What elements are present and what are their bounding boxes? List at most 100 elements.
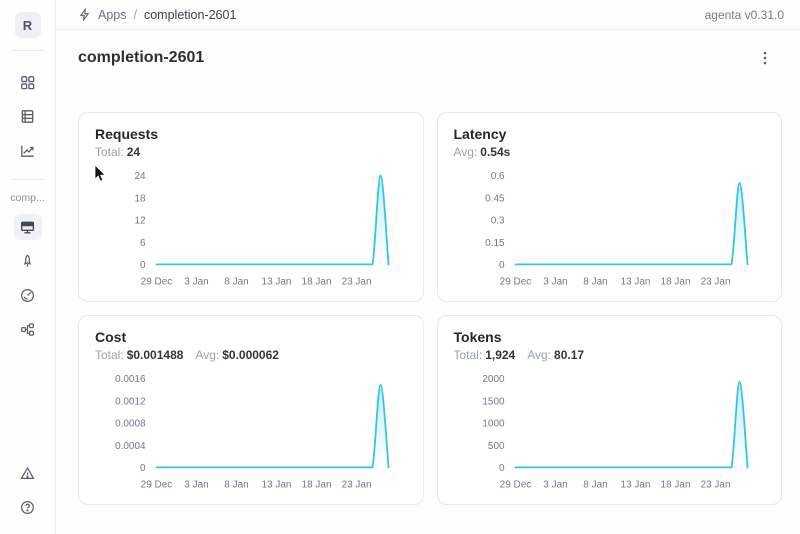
svg-text:0.6: 0.6 xyxy=(490,171,504,182)
page-title: completion-2601 xyxy=(78,49,205,66)
svg-text:8 Jan: 8 Jan xyxy=(583,479,607,490)
svg-text:29 Dec: 29 Dec xyxy=(141,479,173,490)
top-header: Apps / completion-2601 agenta v0.31.0 xyxy=(56,0,800,30)
svg-text:1000: 1000 xyxy=(482,419,505,430)
sidebar-divider xyxy=(11,179,44,180)
svg-text:0: 0 xyxy=(499,463,505,474)
card-stats: Total: 24 xyxy=(95,145,407,159)
stat: Total: 24 xyxy=(95,145,141,159)
sidebar-item-observability[interactable] xyxy=(14,137,42,163)
breadcrumb-current: completion-2601 xyxy=(143,7,237,22)
sidebar-divider xyxy=(11,50,44,51)
requests-chart: 0 6 12 18 24 29 Dec 3 Jan 8 Jan 13 Jan 18 Jan 23 J… xyxy=(134,171,390,287)
bolt-icon xyxy=(78,8,91,21)
svg-text:2000: 2000 xyxy=(482,374,505,385)
svg-text:3 Jan: 3 Jan xyxy=(184,479,208,490)
cost-chart: 0 0.0004 0.0008 0.0012 0.0016 29 Dec 3 Jan 8 Ja… xyxy=(115,374,390,490)
svg-text:1500: 1500 xyxy=(482,396,505,407)
svg-text:23 Jan: 23 Jan xyxy=(700,276,730,287)
tokens-card: Tokens Total: 1,924 Avg: 80.17 0 500 1000 1500… xyxy=(436,315,782,505)
stat: Avg: 0.54s xyxy=(453,145,511,159)
svg-text:23 Jan: 23 Jan xyxy=(700,479,730,490)
table-icon xyxy=(19,108,36,125)
svg-text:0: 0 xyxy=(499,260,505,271)
requests-card: Requests Total: 24 0 6 12 18 24 29 Dec 3 Jan 8 J… xyxy=(78,112,424,302)
card-title: Requests xyxy=(95,126,159,142)
svg-text:8 Jan: 8 Jan xyxy=(224,479,248,490)
workspace-avatar[interactable]: R xyxy=(14,12,41,38)
tokens-chart: 0 500 1000 1500 2000 29 Dec 3 Jan 8 Jan 13 Jan 18… xyxy=(482,374,748,490)
svg-text:3 Jan: 3 Jan xyxy=(543,276,567,287)
sidebar: R comp... xyxy=(0,0,56,534)
overflow-menu-button[interactable] xyxy=(754,47,776,69)
svg-text:18 Jan: 18 Jan xyxy=(302,479,332,490)
sidebar-item-traces[interactable] xyxy=(14,316,42,342)
svg-text:0.0012: 0.0012 xyxy=(115,396,146,407)
sidebar-item-overview[interactable] xyxy=(13,214,42,240)
card-title: Tokens xyxy=(453,329,502,345)
svg-text:0.45: 0.45 xyxy=(485,193,505,204)
card-title: Cost xyxy=(95,329,127,345)
card-stats: Total: 1,924 Avg: 80.17 xyxy=(454,348,766,362)
svg-text:18: 18 xyxy=(134,193,146,204)
tree-icon xyxy=(19,321,36,338)
svg-text:18 Jan: 18 Jan xyxy=(660,479,690,490)
sidebar-item-playground[interactable] xyxy=(14,248,42,274)
svg-text:0.0016: 0.0016 xyxy=(115,374,146,385)
svg-text:18 Jan: 18 Jan xyxy=(660,276,690,287)
svg-text:29 Dec: 29 Dec xyxy=(499,276,531,287)
svg-text:0: 0 xyxy=(140,463,146,474)
stat: Avg: $0.000062 xyxy=(195,348,279,362)
svg-text:0.15: 0.15 xyxy=(485,238,505,249)
svg-text:29 Dec: 29 Dec xyxy=(499,479,531,490)
card-stats: Avg: 0.54s xyxy=(454,145,766,159)
svg-text:24: 24 xyxy=(134,171,146,182)
chart-trend-icon xyxy=(19,142,36,159)
svg-text:13 Jan: 13 Jan xyxy=(262,276,292,287)
svg-text:29 Dec: 29 Dec xyxy=(141,276,173,287)
stat: Avg: 80.17 xyxy=(527,348,585,362)
sidebar-item-testsets[interactable] xyxy=(14,103,42,129)
metrics-grid: Requests Total: 24 0 6 12 18 24 29 Dec 3 Jan 8 J… xyxy=(78,112,782,505)
main-content: completion-2601 Requests Total: 24 0 6 12 18… xyxy=(56,30,800,534)
svg-text:3 Jan: 3 Jan xyxy=(184,276,208,287)
svg-text:23 Jan: 23 Jan xyxy=(342,276,372,287)
monitor-icon xyxy=(19,219,36,236)
svg-text:500: 500 xyxy=(487,441,504,452)
sidebar-item-apps[interactable] xyxy=(14,69,42,95)
breadcrumb-apps-link[interactable]: Apps xyxy=(98,7,127,22)
svg-text:18 Jan: 18 Jan xyxy=(302,276,332,287)
card-stats: Total: $0.001488 Avg: $0.000062 xyxy=(95,348,407,362)
version-label: agenta v0.31.0 xyxy=(704,7,784,22)
rocket-icon xyxy=(19,253,36,270)
gauge-icon xyxy=(19,287,36,304)
svg-text:0.0008: 0.0008 xyxy=(115,419,146,430)
stat: Total: 1,924 xyxy=(453,348,516,362)
warning-triangle-icon xyxy=(19,465,36,482)
breadcrumb-separator: / xyxy=(133,7,137,22)
svg-text:8 Jan: 8 Jan xyxy=(583,276,607,287)
svg-text:8 Jan: 8 Jan xyxy=(224,276,248,287)
sidebar-item-evaluations[interactable] xyxy=(14,282,42,308)
help-circle-icon xyxy=(19,499,36,516)
current-app-label: comp... xyxy=(10,192,45,204)
svg-text:6: 6 xyxy=(140,238,146,249)
svg-text:0.0004: 0.0004 xyxy=(115,441,146,452)
svg-text:13 Jan: 13 Jan xyxy=(620,276,650,287)
svg-text:12: 12 xyxy=(134,216,146,227)
svg-text:13 Jan: 13 Jan xyxy=(262,479,292,490)
cost-card: Cost Total: $0.001488 Avg: $0.000062 0 0.000… xyxy=(78,315,424,505)
svg-text:23 Jan: 23 Jan xyxy=(342,479,372,490)
svg-text:3 Jan: 3 Jan xyxy=(543,479,567,490)
latency-chart: 0 0.15 0.3 0.45 0.6 29 Dec 3 Jan 8 Jan 13 Jan 18 … xyxy=(485,171,748,287)
stat: Total: $0.001488 xyxy=(95,348,184,362)
sidebar-item-help[interactable] xyxy=(14,494,42,520)
latency-card: Latency Avg: 0.54s 0 0.15 0.3 0.45 0.6 29 Dec 3… xyxy=(436,112,782,302)
sidebar-item-feedback[interactable] xyxy=(14,460,42,486)
breadcrumb: Apps / completion-2601 xyxy=(78,8,236,22)
grid-icon xyxy=(19,74,36,91)
svg-text:0.3: 0.3 xyxy=(490,216,504,227)
svg-text:0: 0 xyxy=(140,260,146,271)
card-title: Latency xyxy=(453,126,507,142)
svg-text:13 Jan: 13 Jan xyxy=(620,479,650,490)
